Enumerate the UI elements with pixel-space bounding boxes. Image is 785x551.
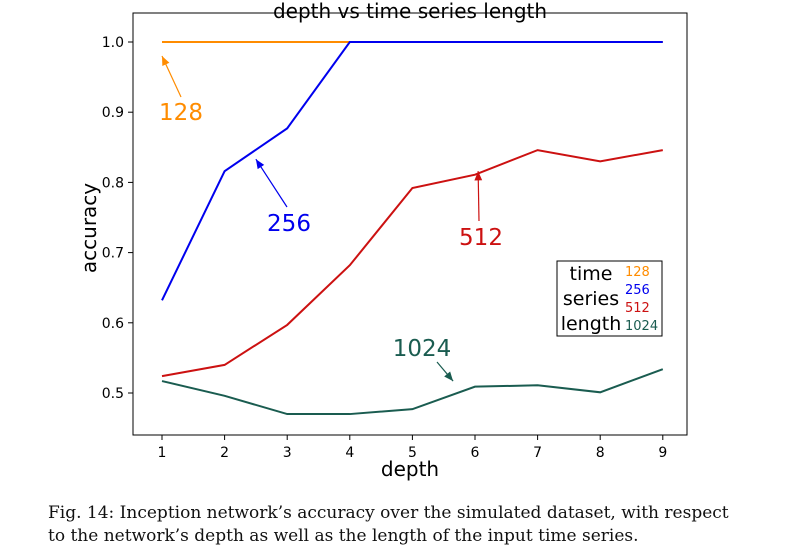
- legend-entry: 512: [625, 301, 650, 316]
- annotation-label: 1024: [393, 336, 452, 362]
- figure-caption: Fig. 14: Inception network’s accuracy ov…: [48, 503, 729, 546]
- x-tick-label: 5: [408, 445, 417, 461]
- y-axis-label: accuracy: [77, 183, 101, 273]
- plot-frame: [132, 12, 688, 436]
- legend: time series length 128 256 512 1024: [556, 260, 663, 337]
- x-tick-label: 4: [345, 445, 354, 461]
- annotation-label: 256: [267, 211, 311, 237]
- x-tick-label: 3: [283, 445, 292, 461]
- x-tick-label: 2: [220, 445, 229, 461]
- annotation-label: 128: [159, 100, 203, 126]
- chart-title: depth vs time series length: [273, 0, 547, 23]
- arrowhead-icon: [255, 159, 265, 170]
- y-tick-label: 0.6: [102, 316, 124, 332]
- legend-title: time series length: [561, 263, 622, 335]
- y-tick-label: 0.7: [102, 246, 124, 262]
- x-tick-label: 7: [533, 445, 542, 461]
- series-line-512: [161, 149, 663, 378]
- annotation-arrow: [255, 158, 288, 208]
- legend-entry: 128: [625, 265, 650, 280]
- x-axis-label: depth: [381, 457, 439, 481]
- annotation-label: 512: [459, 225, 503, 251]
- legend-entry: 256: [625, 283, 650, 298]
- x-tick-label: 1: [158, 445, 167, 461]
- x-tick-label: 6: [471, 445, 480, 461]
- y-tick-label: 0.8: [102, 175, 124, 191]
- y-tick-label: 0.9: [102, 105, 124, 121]
- arrowhead-icon: [162, 56, 170, 66]
- line-chart: depth vs time series length 1 2 3 4 5 6 7 8 9 0.…: [77, 0, 688, 481]
- series-line-1024: [161, 368, 664, 416]
- arrowhead-icon: [444, 371, 454, 382]
- x-tick-label: 9: [658, 445, 667, 461]
- series-line-256: [161, 41, 663, 301]
- x-tick-label: 8: [596, 445, 605, 461]
- arrowhead-icon: [474, 171, 483, 181]
- legend-entry: 1024: [625, 319, 658, 334]
- y-tick-label: 0.5: [102, 386, 124, 402]
- y-tick-label: 1.0: [102, 35, 124, 51]
